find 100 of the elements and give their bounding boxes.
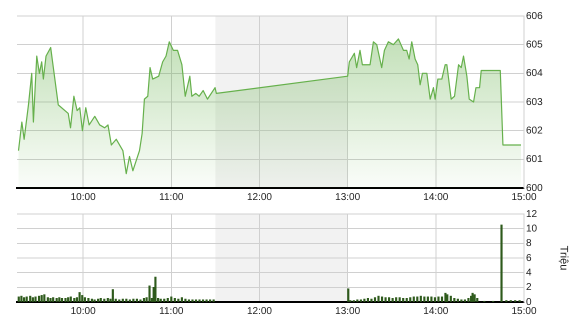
bar — [437, 296, 440, 302]
y-tick-label: 604 — [526, 68, 544, 80]
x-tick-label: 12:00 — [246, 192, 272, 203]
x-tick-label: 14:00 — [423, 306, 449, 317]
bar — [38, 296, 40, 302]
bar — [474, 294, 476, 302]
bar — [420, 296, 422, 302]
x-tick-label: 15:00 — [511, 306, 537, 317]
x-tick-label: 11:00 — [159, 306, 184, 317]
bar — [380, 296, 384, 302]
bar — [440, 296, 444, 302]
bar — [174, 298, 176, 302]
bar — [70, 296, 72, 302]
bar — [500, 224, 503, 302]
bar — [356, 299, 358, 302]
bar — [125, 298, 128, 302]
bar — [22, 297, 26, 302]
bar — [160, 298, 162, 302]
bar — [212, 299, 215, 302]
bar — [94, 299, 96, 302]
bar — [73, 298, 76, 302]
bar — [423, 296, 426, 302]
bar — [20, 296, 22, 302]
bar — [112, 289, 114, 302]
x-tick-label: 11:00 — [159, 192, 184, 203]
bar — [188, 299, 190, 302]
bar — [398, 297, 401, 302]
y-tick-label: 600 — [526, 182, 544, 194]
bar — [52, 297, 54, 302]
bar — [430, 296, 432, 302]
bar — [40, 295, 43, 302]
bar — [148, 286, 151, 302]
bar — [81, 295, 84, 302]
bar — [100, 298, 102, 302]
bar — [142, 298, 146, 302]
bar — [177, 298, 180, 302]
y-tick-label: 10 — [526, 223, 538, 234]
bar — [29, 296, 32, 302]
bar — [26, 296, 28, 302]
bar — [392, 298, 394, 302]
bar — [406, 298, 408, 302]
y-tick-label: 0 — [526, 296, 532, 308]
x-tick-label: 13:00 — [335, 306, 361, 317]
bar — [34, 296, 37, 302]
bar — [384, 297, 387, 302]
x-tick-label: 12:00 — [246, 306, 272, 317]
y-tick-label: 12 — [526, 208, 538, 220]
bar — [426, 296, 429, 302]
bar — [132, 298, 134, 302]
bar — [78, 292, 81, 302]
bar — [136, 298, 138, 302]
bar — [163, 298, 166, 302]
bar — [460, 299, 462, 302]
y-tick-label: 603 — [526, 96, 544, 108]
bar — [139, 299, 142, 302]
bar — [409, 297, 412, 302]
bar — [32, 297, 34, 302]
x-tick-label: 15:00 — [511, 192, 537, 203]
bar — [97, 298, 100, 302]
bar — [49, 298, 52, 302]
y-tick-label: 606 — [526, 10, 544, 22]
bar — [118, 299, 120, 302]
bar — [472, 292, 474, 302]
y-tick-label: 6 — [526, 252, 532, 264]
bar — [467, 298, 470, 302]
bar — [191, 299, 194, 302]
bar — [388, 297, 390, 302]
bar — [476, 298, 478, 302]
bar — [43, 294, 46, 302]
bar — [402, 298, 404, 302]
bar — [154, 276, 157, 302]
y-tick-label: 605 — [526, 39, 544, 50]
bar — [60, 298, 64, 302]
bar — [205, 299, 208, 302]
bar — [464, 299, 466, 302]
bar — [128, 299, 131, 302]
x-tick-label: 13:00 — [335, 192, 361, 203]
bar — [106, 298, 109, 302]
bar — [166, 298, 169, 302]
x-tick-label: 14:00 — [423, 192, 449, 203]
bar — [347, 288, 350, 302]
bar — [366, 298, 370, 302]
bar — [450, 296, 452, 302]
bar — [374, 297, 376, 302]
bar — [453, 298, 456, 302]
bar — [67, 297, 70, 302]
y-tick-label: 8 — [526, 238, 532, 250]
x-tick-label: 10:00 — [70, 306, 96, 317]
bar — [103, 298, 106, 302]
bar — [87, 298, 90, 302]
bar — [122, 298, 124, 302]
bar — [412, 296, 415, 302]
y-tick-label: 601 — [526, 154, 544, 166]
bar — [58, 297, 60, 302]
bar — [56, 298, 58, 302]
bar — [202, 299, 204, 302]
bar — [416, 296, 418, 302]
bar — [434, 297, 436, 302]
bar — [170, 296, 172, 302]
y-tick-label: 602 — [526, 125, 544, 136]
